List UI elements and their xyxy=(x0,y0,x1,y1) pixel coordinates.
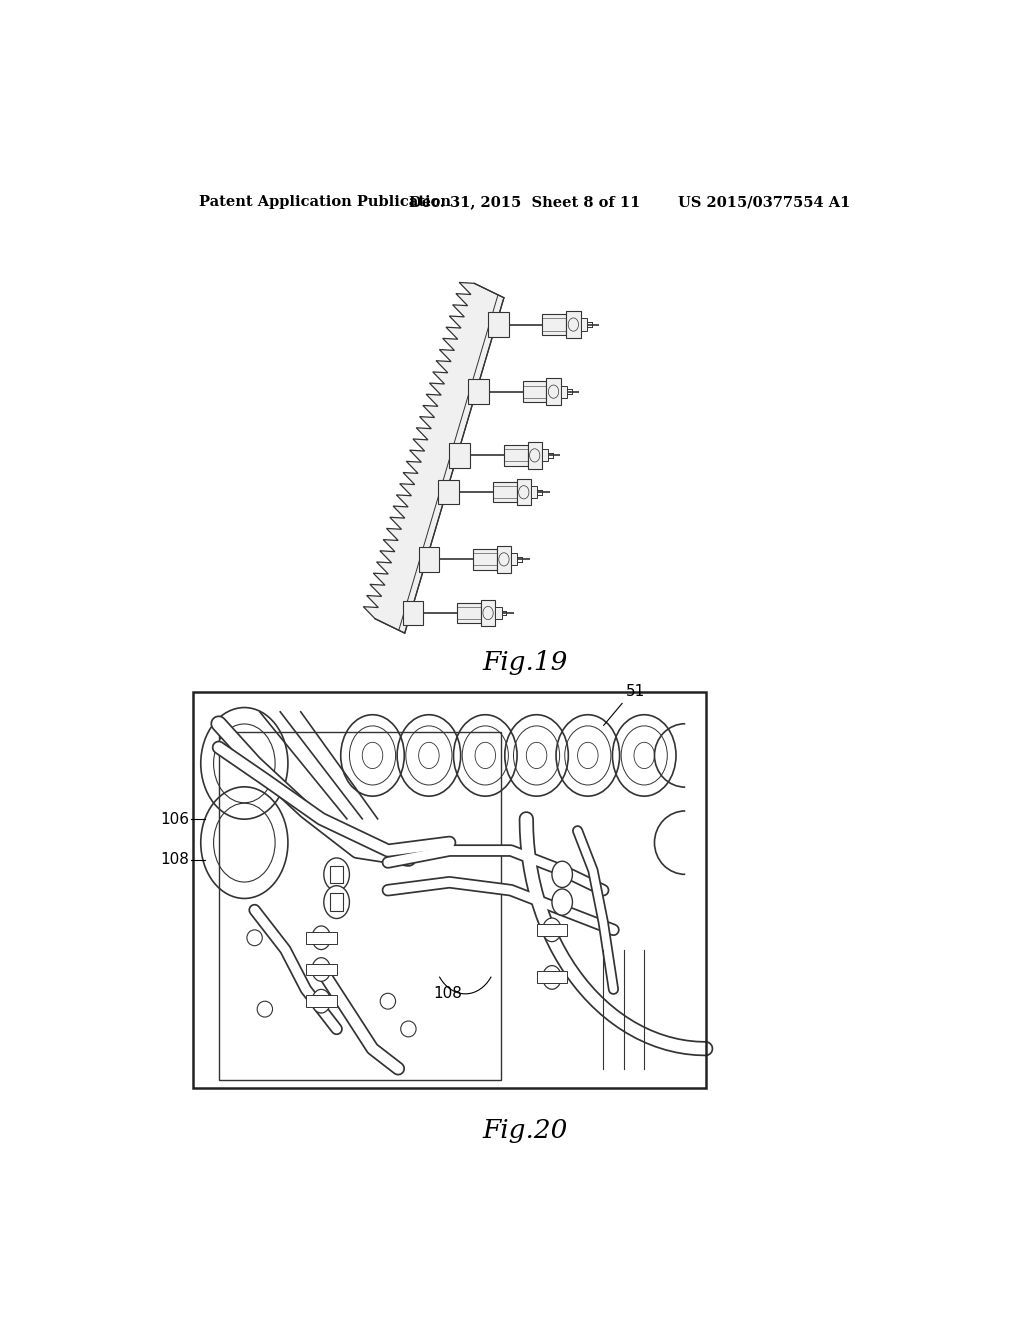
Bar xyxy=(543,314,566,335)
Bar xyxy=(581,318,587,331)
Polygon shape xyxy=(364,282,504,634)
Bar xyxy=(219,731,501,1081)
Bar xyxy=(547,379,561,405)
Bar xyxy=(306,995,337,1007)
Text: Fig.20: Fig.20 xyxy=(482,1118,567,1143)
Bar xyxy=(438,480,459,504)
Bar xyxy=(473,549,497,569)
Circle shape xyxy=(552,888,572,915)
Bar xyxy=(481,599,496,626)
Bar xyxy=(331,866,343,883)
Bar xyxy=(530,486,538,499)
Bar xyxy=(306,964,337,975)
Circle shape xyxy=(543,966,561,989)
Bar xyxy=(402,601,423,626)
Text: Patent Application Publication: Patent Application Publication xyxy=(200,195,452,209)
Bar xyxy=(517,479,530,506)
Text: 108: 108 xyxy=(160,853,189,867)
Text: 108: 108 xyxy=(433,986,463,1002)
Bar xyxy=(306,932,337,944)
Bar xyxy=(194,692,706,1089)
Bar xyxy=(331,894,343,911)
Text: Dec. 31, 2015  Sheet 8 of 11: Dec. 31, 2015 Sheet 8 of 11 xyxy=(410,195,640,209)
Bar xyxy=(457,603,481,623)
Circle shape xyxy=(312,958,331,981)
Bar xyxy=(566,312,581,338)
Bar xyxy=(488,313,509,337)
Text: 106: 106 xyxy=(160,812,189,826)
Bar xyxy=(450,444,470,467)
Bar xyxy=(468,379,488,404)
Bar xyxy=(522,381,547,401)
Text: 51: 51 xyxy=(626,684,645,700)
Bar xyxy=(419,548,439,572)
Bar xyxy=(542,449,548,462)
Circle shape xyxy=(552,861,572,887)
Circle shape xyxy=(324,886,349,919)
Text: Fig.19: Fig.19 xyxy=(482,649,567,675)
Circle shape xyxy=(543,917,561,941)
Text: US 2015/0377554 A1: US 2015/0377554 A1 xyxy=(678,195,850,209)
Bar xyxy=(504,445,527,466)
Circle shape xyxy=(324,858,349,891)
Bar xyxy=(527,442,542,469)
Bar xyxy=(537,924,567,936)
Circle shape xyxy=(312,925,331,949)
Circle shape xyxy=(312,990,331,1012)
Bar xyxy=(194,692,706,1089)
Bar xyxy=(511,553,517,565)
Bar xyxy=(537,972,567,983)
Bar xyxy=(493,482,517,503)
Bar xyxy=(496,607,502,619)
Bar xyxy=(497,546,511,573)
Bar xyxy=(561,385,567,397)
